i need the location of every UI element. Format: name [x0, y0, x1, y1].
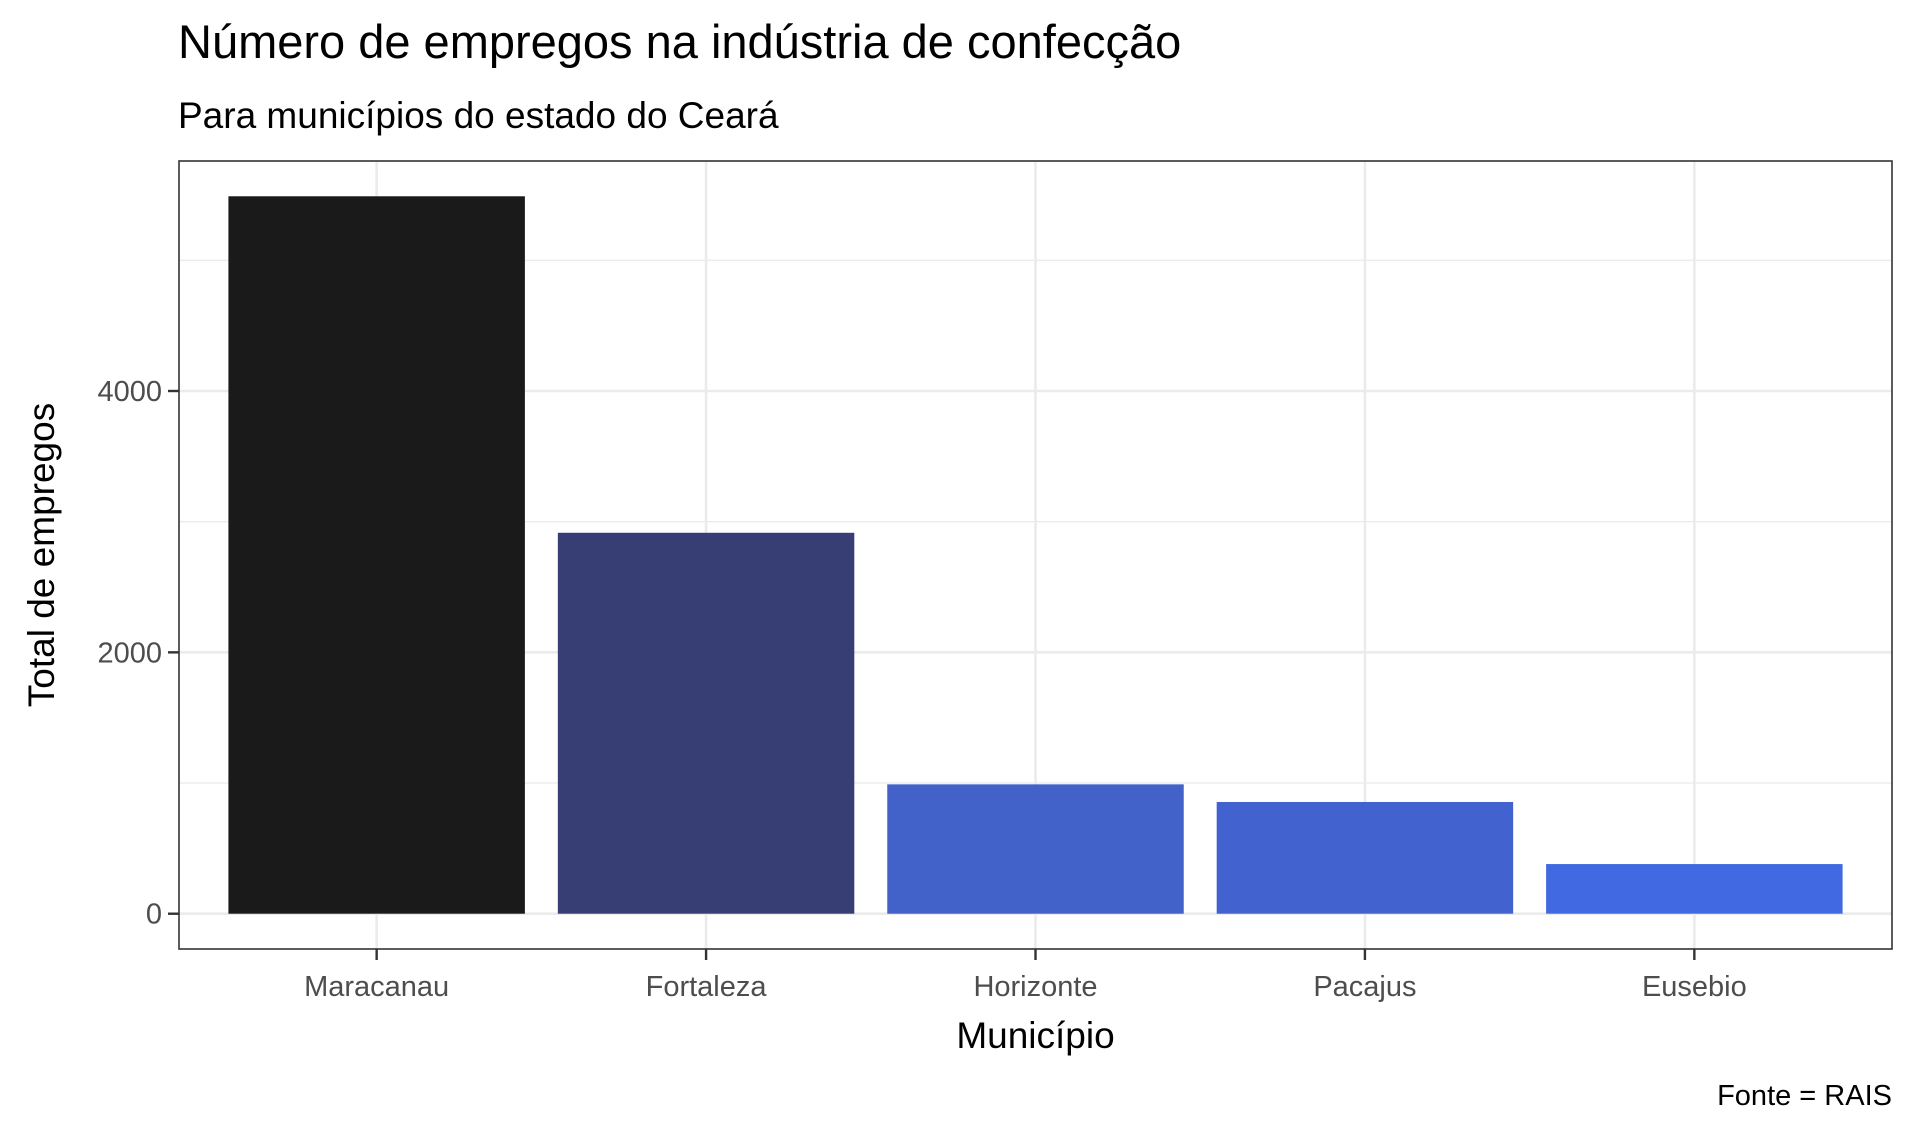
x-tick-label: Eusebio: [1642, 971, 1747, 1003]
bar-eusebio: [1546, 864, 1843, 914]
chart-subtitle: Para municípios do estado do Ceará: [178, 95, 779, 136]
x-axis-title: Município: [956, 1015, 1114, 1056]
y-tick-label: 4000: [97, 376, 162, 408]
bar-horizonte: [887, 784, 1184, 914]
bars: [228, 196, 1843, 914]
x-tick-label: Horizonte: [973, 971, 1097, 1003]
bar-fortaleza: [557, 532, 855, 914]
y-axis-title: Total de empregos: [21, 403, 62, 707]
bar-maracanau: [228, 196, 525, 914]
y-tick-label: 0: [146, 899, 162, 931]
x-tick-label: Maracanau: [304, 971, 449, 1003]
chart-title: Número de empregos na indústria de confe…: [178, 15, 1181, 68]
axis-ticks: 0 2000 4000 Maracanau Fortaleza Horizonte Paca…: [97, 376, 1746, 1003]
y-tick-label: 2000: [97, 637, 162, 669]
chart-caption: Fonte = RAIS: [1717, 1080, 1892, 1112]
x-tick-label: Pacajus: [1313, 971, 1416, 1003]
x-tick-label: Fortaleza: [646, 971, 768, 1003]
bar-pacajus: [1216, 801, 1514, 914]
